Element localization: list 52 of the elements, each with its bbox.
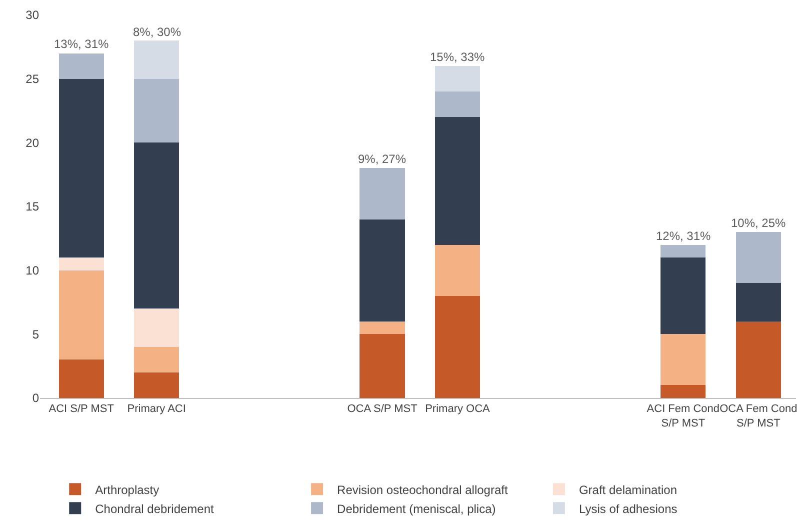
y-tick-label: 20 [26,136,40,150]
bar [736,321,781,398]
bar [360,168,405,220]
bar [434,92,480,118]
bar [660,258,706,334]
legend-label: Graft delamination [578,482,678,497]
legend-label: Lysis of adhesions [578,502,678,516]
bar [134,308,180,347]
annotation: 9%, 27% [358,152,406,166]
bar [58,270,104,360]
bar [434,296,480,398]
bar [736,232,781,284]
bar [134,142,180,309]
legend-label: Debridement (meniscal, plica) [337,502,496,516]
annotation: 8%, 30% [133,25,182,39]
y-tick-label: 15 [26,200,40,214]
bar [736,283,781,322]
x-tick-label: Primary OCA [425,403,491,416]
bar [134,78,180,143]
bar [58,53,104,79]
legend-label: Arthroplasty [95,482,160,497]
y-tick-label: 0 [32,391,40,406]
legend-label: Revision osteochondral allograft [337,482,508,497]
x-tick-label: OCA S/P MST [347,403,418,416]
bar [660,385,706,398]
bar [360,219,405,322]
bar [134,40,180,79]
bar [360,321,405,334]
bar [434,66,480,92]
x-tick-label: Primary ACI [127,403,186,416]
legend-label: Chondral debridement [95,502,215,516]
bar [58,258,104,270]
y-tick-label: 25 [26,72,40,86]
y-tick-label: 10 [26,264,40,278]
bar [660,244,706,258]
annotation: 12%, 31% [656,229,712,243]
bar [58,78,104,258]
annotation: 13%, 31% [54,37,110,51]
y-tick-label: 5 [32,327,40,342]
bar [134,372,180,398]
annotation: 10%, 25% [731,216,786,230]
annotation: 15%, 33% [430,50,486,64]
bar [434,244,480,296]
bar [58,360,104,398]
y-tick-label: 30 [26,8,40,22]
bar [360,334,405,398]
bar [660,334,706,386]
x-tick-label: ACI Fem Cond S/P MST [646,403,720,430]
x-tick-label: OCA Fem Cond S/P MST [720,403,798,430]
bar [134,346,180,372]
bar [434,117,480,245]
x-tick-label: ACI S/P MST [48,403,114,416]
